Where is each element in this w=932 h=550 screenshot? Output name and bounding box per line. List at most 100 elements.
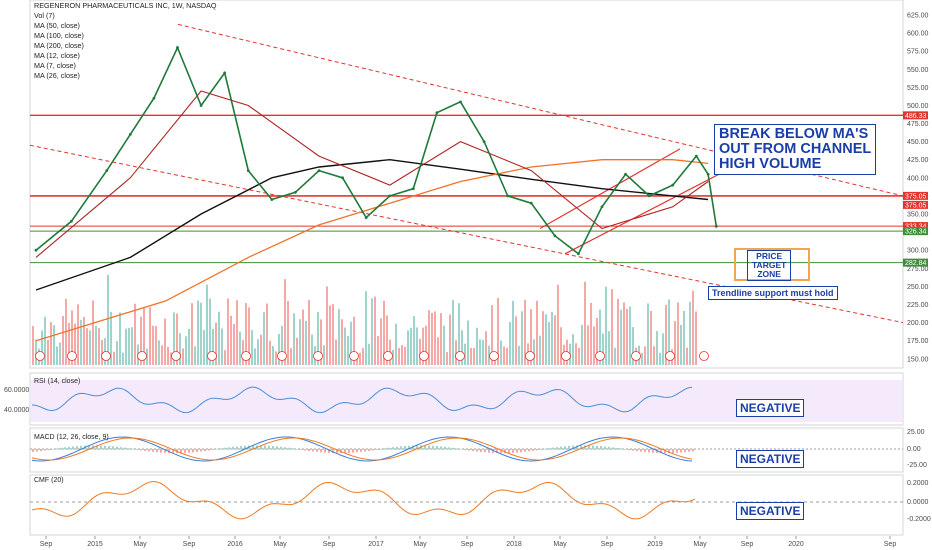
volume-bar [668,299,670,365]
volume-bar [107,274,109,365]
macd-hist-bar [284,447,286,450]
macd-hist-bar [556,447,558,450]
macd-tick-label: -25.00 [907,462,927,469]
price-tick-label: 300.00 [907,248,929,255]
x-tick-label: Sep [741,541,754,548]
volume-bar [338,308,340,365]
price-point [341,176,344,180]
macd-hist-bar [232,446,234,450]
volume-bar [470,347,472,365]
price-point [714,224,718,228]
macd-hist-bar [672,449,674,454]
volume-bar [218,311,220,365]
volume-bar [590,302,592,365]
macd-hist-bar [44,449,46,451]
macd-hist-bar [184,449,186,453]
volume-bar [596,317,598,365]
macd-hist-bar [404,445,406,450]
macd-hist-bar [240,446,242,450]
volume-bar [221,328,223,365]
macd-hist-bar [544,448,546,450]
price-point [624,172,627,176]
volume-bar [473,348,475,365]
macd-hist-bar [368,449,370,451]
volume-bar [407,330,409,365]
price-line [35,45,718,256]
volume-bar [197,300,199,365]
price-point [105,169,109,172]
volume-bar [545,314,547,365]
macd-hist-bar [276,446,278,450]
volume-bar [587,325,589,365]
macd-hist-bar [496,449,498,454]
macd-hist-bar [380,448,382,450]
volume-bar [278,334,280,365]
volume-bar [518,345,520,365]
volume-bar [683,311,685,365]
volume-bar [632,327,634,365]
volume-bar [611,289,613,365]
price-point [176,46,179,49]
macd-hist-bar [372,449,374,451]
level-tag [903,191,928,200]
macd-hist-bar [36,449,38,452]
volume-bar [230,315,232,365]
macd-hist-bar [244,445,246,450]
volume-bar [59,342,61,365]
volume-bar [125,328,127,365]
macd-hist-bar [348,449,350,453]
legend-item: MA (200, close) [34,41,84,50]
volume-bar [44,316,46,365]
price-point [199,104,203,107]
volume-bar [245,303,247,365]
volume-bar [452,299,454,365]
volume-bar [623,302,625,365]
volume-bar [380,318,382,365]
volume-bar [332,304,334,365]
macd-hist-bar [68,446,70,450]
price-tick-label: 400.00 [907,175,929,182]
price-tick-label: 575.00 [907,49,929,56]
volume-bar [659,352,661,365]
volume-bar [350,321,352,365]
legend-item: MA (26, close) [34,71,80,80]
volume-bar [416,327,418,365]
volume-bar [353,316,355,365]
legend-item: MA (7, close) [34,61,76,70]
volume-bar [35,339,37,365]
x-tick-label: 2018 [506,541,522,548]
volume-bar [641,352,643,365]
legend-item: MA (12, close) [34,51,80,60]
volume-bar [212,328,214,365]
earnings-marker [277,351,287,361]
volume-bar [422,327,424,365]
macd-hist-bar [600,446,602,450]
macd-hist-bar [252,445,254,450]
level-tag-label: 486.33 [905,113,927,120]
macd-hist-bar [612,447,614,450]
earnings-marker [171,351,181,361]
volume-bar [653,346,655,365]
macd-hist-bar [688,449,690,452]
volume-bar [398,348,400,365]
macd-hist-bar [88,445,90,450]
earnings-marker [383,351,393,361]
price-point [69,219,73,223]
macd-hist-bar [96,445,98,450]
price-panel [29,0,904,369]
volume-bar [134,303,136,365]
level-tag [903,111,928,120]
wedge-bottom-line [564,162,741,255]
earnings-marker [207,351,217,361]
volume-bar [509,321,511,365]
earnings-marker [455,351,465,361]
volume-bar [386,315,388,365]
volume-bar [368,343,370,365]
price-point [411,187,415,191]
volume-bar [458,303,460,365]
macd-hist-bar [292,448,294,450]
volume-bar [239,331,241,365]
cmf-panel [29,474,904,536]
level-tag-label: 375.05 [905,202,927,209]
volume-bar [371,298,373,365]
